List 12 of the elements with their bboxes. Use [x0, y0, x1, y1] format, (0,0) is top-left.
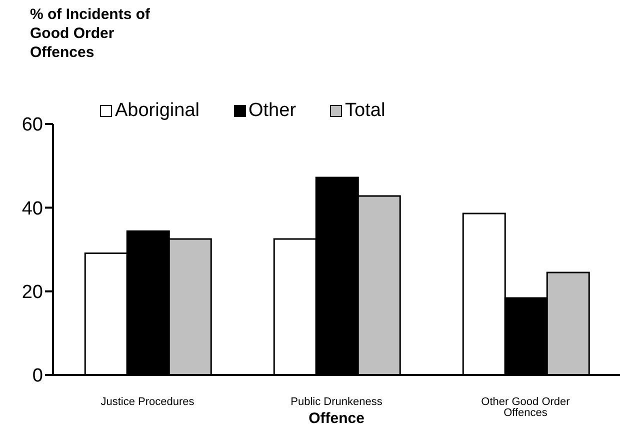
y-tick-label: 0 — [32, 366, 43, 387]
x-axis-title: Offence — [308, 410, 364, 427]
y-tick-label: 20 — [22, 282, 43, 304]
y-axis-title: % of Incidents of Good Order Offences — [30, 5, 151, 62]
x-tick-label: Justice Procedures — [100, 396, 195, 408]
x-tick-label: Other Good Order Offences — [481, 396, 570, 419]
legend-label: Total — [344, 100, 386, 122]
x-tick-label: Public Drunkeness — [290, 396, 383, 408]
legend-label: Other — [248, 100, 296, 122]
y-tick-label: 40 — [22, 198, 43, 220]
y-tick-label: 60 — [22, 114, 43, 136]
legend-label: Aboriginal — [114, 100, 200, 122]
